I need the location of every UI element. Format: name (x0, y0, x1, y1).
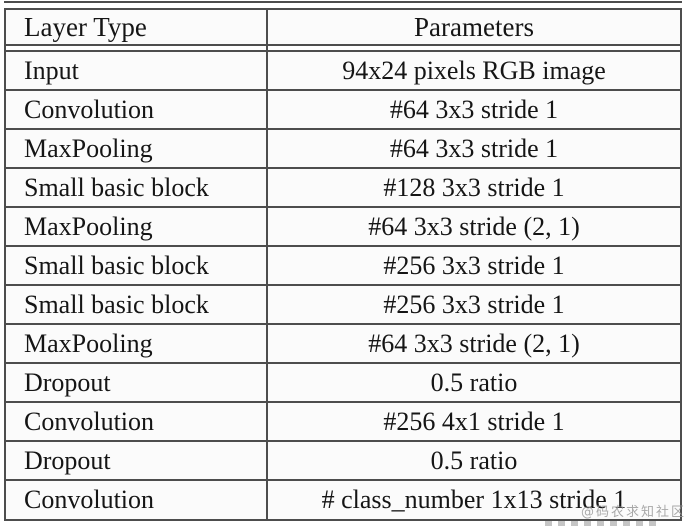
table-row: MaxPooling #64 3x3 stride (2, 1) (6, 208, 680, 247)
table-row: Small basic block #256 3x3 stride 1 (6, 286, 680, 325)
cell-parameters: #128 3x3 stride 1 (383, 172, 565, 202)
table-top-double-rule (4, 1, 682, 3)
table-row: MaxPooling #64 3x3 stride (2, 1) (6, 325, 680, 364)
column-header-layer-type: Layer Type (6, 10, 268, 44)
cell-layer-type: Input (6, 52, 268, 89)
cell-layer-type: Dropout (6, 364, 268, 401)
cell-layer-type: MaxPooling (6, 325, 268, 362)
table-header-row: Layer Type Parameters (6, 10, 680, 46)
header-double-rule-gap (6, 46, 680, 52)
cell-layer-type: Small basic block (6, 286, 268, 323)
watermark-remnant (545, 521, 661, 526)
table-row: Small basic block #256 3x3 stride 1 (6, 247, 680, 286)
cell-layer-type: MaxPooling (6, 208, 268, 245)
watermark: @码农求知社区 (580, 505, 686, 520)
table-body: Input 94x24 pixels RGB image Convolution… (6, 52, 680, 519)
table-row: Dropout 0.5 ratio (6, 442, 680, 481)
column-header-parameters: Parameters (414, 11, 534, 42)
table-row: Dropout 0.5 ratio (6, 364, 680, 403)
cell-layer-type: Small basic block (6, 247, 268, 284)
cell-layer-type: Convolution (6, 403, 268, 440)
cell-layer-type: Small basic block (6, 169, 268, 206)
table-row: Small basic block #128 3x3 stride 1 (6, 169, 680, 208)
table-row: Convolution # class_number 1x13 stride 1 (6, 481, 680, 519)
cell-parameters: #64 3x3 stride 1 (389, 133, 559, 163)
table-row: MaxPooling #64 3x3 stride 1 (6, 130, 680, 169)
cell-parameters: 94x24 pixels RGB image (342, 55, 606, 85)
cell-layer-type: MaxPooling (6, 130, 268, 167)
cell-parameters: # class_number 1x13 stride 1 (321, 485, 627, 514)
cell-parameters: #256 4x1 stride 1 (383, 406, 565, 436)
column-divider (6, 46, 268, 50)
cell-parameters: #64 3x3 stride 1 (389, 94, 559, 124)
cell-parameters: #256 3x3 stride 1 (383, 250, 565, 280)
table-row: Convolution #64 3x3 stride 1 (6, 91, 680, 130)
cell-parameters: #64 3x3 stride (2, 1) (368, 211, 580, 241)
cell-layer-type: Convolution (6, 481, 268, 519)
cell-parameters: 0.5 ratio (430, 367, 518, 397)
cell-parameters: 0.5 ratio (430, 445, 518, 475)
cell-parameters: #256 3x3 stride 1 (383, 289, 565, 319)
cell-parameters: #64 3x3 stride (2, 1) (368, 328, 580, 358)
layer-parameters-table: Layer Type Parameters Input 94x24 pixels… (4, 8, 682, 521)
cell-layer-type: Dropout (6, 442, 268, 479)
table-row: Convolution #256 4x1 stride 1 (6, 403, 680, 442)
cell-layer-type: Convolution (6, 91, 268, 128)
table-row: Input 94x24 pixels RGB image (6, 52, 680, 91)
